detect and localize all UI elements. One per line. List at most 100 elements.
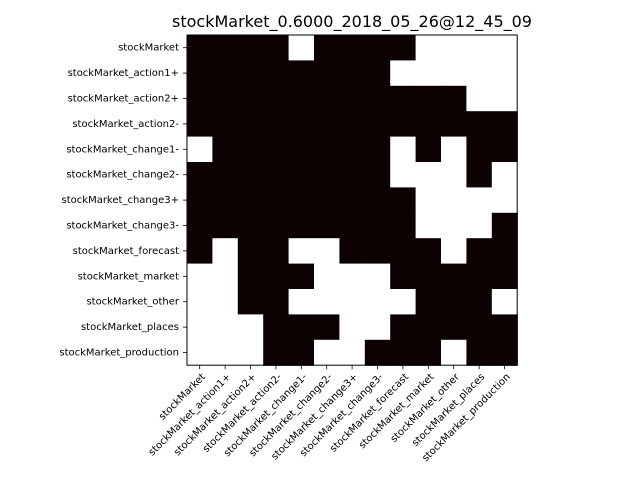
heatmap-cell (441, 339, 467, 366)
heatmap-cell (288, 314, 315, 341)
y-tick-label: stockMarket_change3- (66, 221, 179, 232)
heatmap-cell (364, 187, 391, 214)
heatmap-cell (364, 162, 391, 188)
heatmap-cell (441, 85, 467, 112)
heatmap-cell (441, 238, 467, 265)
heatmap-cell (288, 162, 315, 188)
heatmap-cell (288, 136, 315, 163)
heatmap-cell (364, 35, 391, 61)
heatmap-cell (288, 339, 315, 366)
heatmap-cell (364, 289, 391, 315)
heatmap-cell (415, 111, 442, 138)
y-tick-label: stockMarket_places (81, 322, 179, 333)
heatmap-cell (187, 314, 213, 341)
heatmap-cell (339, 212, 366, 239)
heatmap-cell (339, 187, 366, 214)
heatmap-cell (263, 35, 290, 61)
y-tick-label: stockMarket_change3+ (62, 195, 179, 206)
heatmap-cell (314, 162, 340, 188)
heatmap-cell (237, 111, 264, 138)
heatmap-cell (364, 111, 391, 138)
heatmap-cell (187, 289, 213, 315)
heatmap-cell (187, 60, 213, 87)
heatmap-cell (491, 85, 518, 112)
heatmap-cell (212, 314, 239, 341)
heatmap-cell (288, 35, 315, 61)
heatmap-cell (314, 339, 340, 366)
heatmap-cell (263, 60, 290, 87)
heatmap-cell (466, 289, 493, 315)
heatmap-cell (237, 314, 264, 341)
heatmap-cell (364, 136, 391, 163)
y-tick-label: stockMarket_action2+ (68, 94, 179, 105)
heatmap-cell (212, 263, 239, 290)
heatmap-cell (415, 339, 442, 366)
heatmap-cell (364, 238, 391, 265)
heatmap-cell (212, 289, 239, 315)
heatmap-cell (237, 136, 264, 163)
heatmap-cell (314, 111, 340, 138)
heatmap-cell (364, 212, 391, 239)
heatmap-cell (212, 212, 239, 239)
heatmap-cell (466, 314, 493, 341)
heatmap-cell (466, 162, 493, 188)
heatmap-cell (441, 314, 467, 341)
heatmap-cell (288, 263, 315, 290)
heatmap-cell (441, 187, 467, 214)
y-tick-label: stockMarket (118, 43, 179, 54)
heatmap-cell (314, 212, 340, 239)
heatmap-cell (314, 35, 340, 61)
heatmap-cell (187, 339, 213, 366)
heatmap-cell (263, 238, 290, 265)
heatmap-cell (390, 85, 417, 112)
heatmap-cell (288, 60, 315, 87)
heatmap-cell (187, 263, 213, 290)
heatmap-cell (390, 162, 417, 188)
heatmap-cell (314, 60, 340, 87)
heatmap-cell (364, 60, 391, 87)
heatmap-cell (390, 263, 417, 290)
heatmap-cell (263, 187, 290, 214)
heatmap-cell (212, 35, 239, 61)
heatmap-cell (390, 111, 417, 138)
heatmap-cell (237, 60, 264, 87)
heatmap-cell (263, 212, 290, 239)
y-tick-label: stockMarket_action1+ (68, 68, 179, 79)
heatmap-cell (237, 187, 264, 214)
heatmap-cell (491, 263, 518, 290)
heatmap-cell (237, 263, 264, 290)
y-tick-label: stockMarket_change1- (66, 144, 179, 155)
heatmap-cell (415, 85, 442, 112)
heatmap-cell (339, 85, 366, 112)
heatmap-cell (441, 35, 467, 61)
heatmap-cell (212, 238, 239, 265)
heatmap-cell (415, 238, 442, 265)
heatmap-cell (491, 314, 518, 341)
heatmap-cell (187, 35, 213, 61)
heatmap-cell (212, 136, 239, 163)
heatmap-cell (491, 136, 518, 163)
heatmap-cell (263, 289, 290, 315)
heatmap-cell (263, 111, 290, 138)
heatmap-cell (415, 162, 442, 188)
heatmap-cell (466, 263, 493, 290)
y-tick-label: stockMarket_production (59, 348, 179, 359)
y-tick-label: stockMarket_market (78, 271, 179, 282)
y-tick-label: stockMarket_change2- (66, 170, 179, 181)
heatmap-cell (212, 162, 239, 188)
heatmap-cell (466, 60, 493, 87)
heatmap-cell (339, 314, 366, 341)
heatmap-cell (187, 238, 213, 265)
heatmap-cell (339, 162, 366, 188)
heatmap-cell (415, 212, 442, 239)
chart-title: stockMarket_0.6000_2018_05_26@12_45_09 (172, 12, 532, 32)
heatmap-cell (491, 187, 518, 214)
heatmap-cell (187, 85, 213, 112)
heatmap-cell (466, 238, 493, 265)
heatmap-cell (263, 162, 290, 188)
heatmap-cell (314, 136, 340, 163)
heatmap-cell (364, 263, 391, 290)
heatmap-cell (466, 35, 493, 61)
heatmap-cell (441, 162, 467, 188)
heatmap-cell (441, 212, 467, 239)
